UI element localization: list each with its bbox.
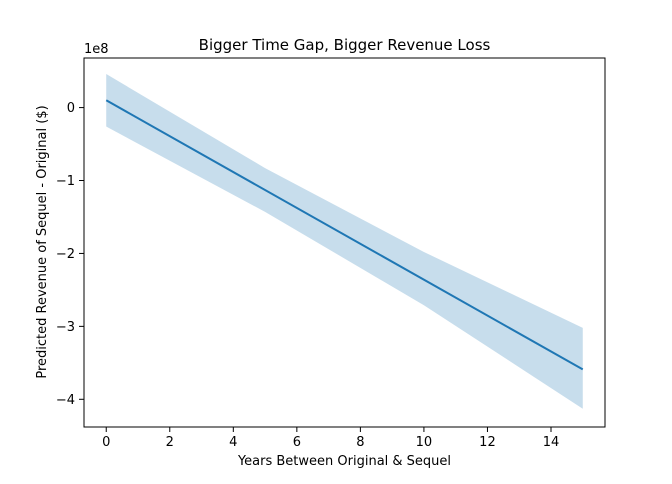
x-tick-label: 0 <box>102 435 110 450</box>
x-tick-label: 2 <box>166 435 174 450</box>
plot-frame <box>83 57 606 428</box>
y-tick-label: 0 <box>67 101 75 116</box>
y-tick-label: −3 <box>56 320 75 335</box>
y-tick-label: −2 <box>56 247 75 262</box>
y-axis-label: Predicted Revenue of Sequel - Original (… <box>35 105 50 378</box>
confidence-band <box>106 74 583 409</box>
x-tick-label: 10 <box>416 435 433 450</box>
x-tick-label: 6 <box>293 435 301 450</box>
series-line-0 <box>105 99 584 371</box>
x-tick-label: 12 <box>479 435 496 450</box>
y-axis-offset-label: 1e8 <box>84 42 109 57</box>
x-tick-label: 14 <box>543 435 560 450</box>
y-tick-label: −1 <box>56 174 75 189</box>
chart-title: Bigger Time Gap, Bigger Revenue Loss <box>199 36 491 54</box>
plot-area: 0 2 4 6 8 10 12 14 0 −1 −2 −3 −4 <box>56 57 606 450</box>
x-tick-label: 8 <box>356 435 364 450</box>
x-tick-label: 4 <box>229 435 237 450</box>
y-tick-label: −4 <box>56 393 75 408</box>
x-axis-label: Years Between Original & Sequel <box>237 454 451 469</box>
